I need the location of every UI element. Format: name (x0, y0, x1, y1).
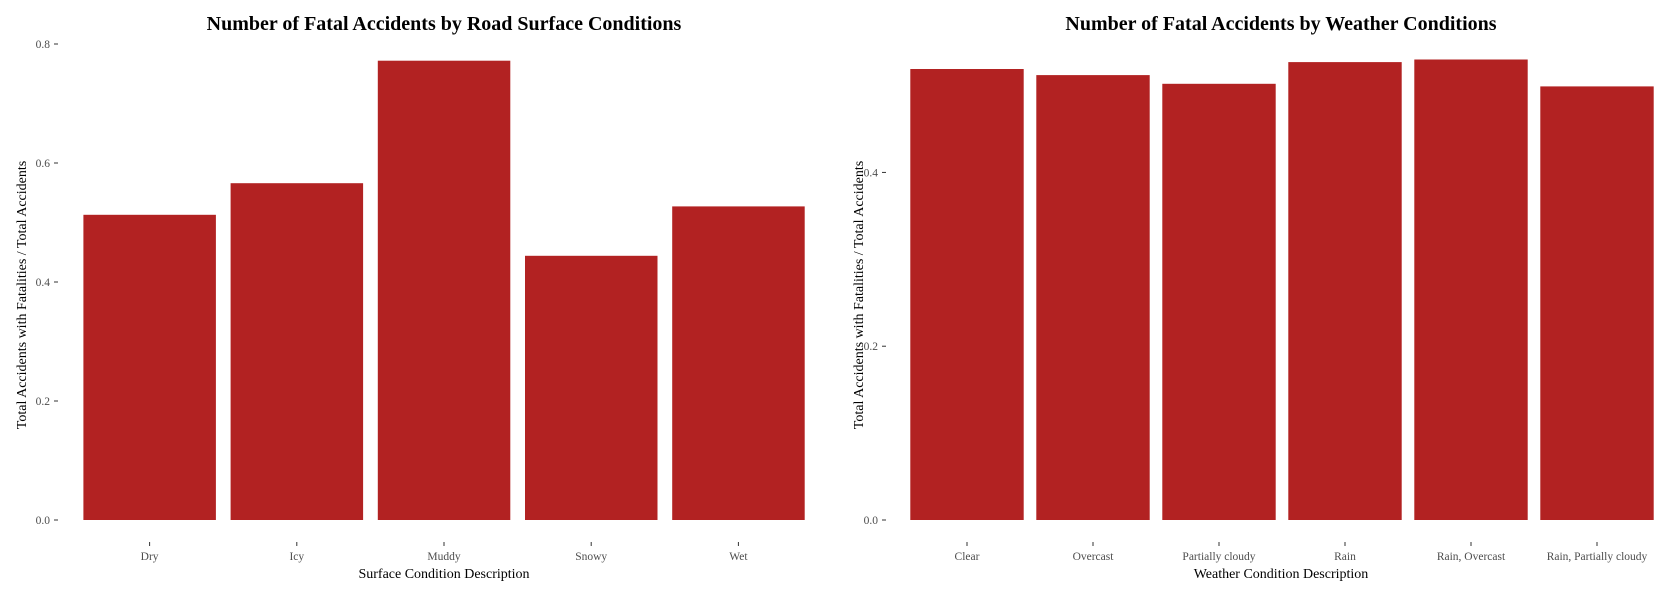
y-tick-label: 0.2 (864, 341, 879, 353)
y-tick-label: 0.0 (864, 515, 879, 527)
weather-conditions-chart: Number of Fatal Accidents by Weather Con… (852, 13, 1654, 582)
surface-conditions-chart: Number of Fatal Accidents by Road Surfac… (15, 13, 805, 582)
bar-muddy (377, 60, 511, 520)
y-axis-title: Total Accidents with Fatalities / Total … (15, 161, 30, 429)
bar-rain (1288, 62, 1402, 520)
bar-rain-overcast (1414, 59, 1528, 520)
x-tick-label: Wet (729, 551, 748, 563)
bar-overcast (1036, 75, 1150, 520)
x-tick-label: Partially cloudy (1182, 551, 1255, 563)
y-tick-label: 0.6 (36, 158, 51, 170)
bar-partially-cloudy (1162, 83, 1276, 521)
bar-clear (910, 69, 1024, 520)
x-tick-label: Overcast (1073, 551, 1115, 563)
bar-snowy (525, 255, 658, 521)
bar-dry (83, 214, 216, 521)
x-tick-label: Rain, Overcast (1437, 551, 1506, 563)
y-axis-title: Total Accidents with Fatalities / Total … (852, 161, 867, 429)
y-axis: 0.0 0.2 0.4 (864, 167, 886, 527)
bar-group (910, 59, 1654, 521)
bar-group (83, 60, 805, 521)
x-tick-label: Muddy (427, 551, 460, 563)
chart-title: Number of Fatal Accidents by Road Surfac… (207, 13, 682, 35)
bar-rain-partially-cloudy (1540, 86, 1654, 521)
x-axis: Dry Icy Muddy Snowy Wet (141, 542, 748, 563)
x-tick-label: Icy (289, 551, 304, 563)
bar-wet (672, 206, 805, 520)
y-tick-label: 0.2 (36, 396, 51, 408)
x-tick-label: Rain, Partially cloudy (1547, 551, 1648, 563)
x-axis-title: Surface Condition Description (358, 567, 529, 582)
x-tick-label: Clear (955, 551, 980, 563)
y-tick-label: 0.4 (36, 277, 51, 289)
y-axis: 0.0 0.2 0.4 0.6 0.8 (36, 39, 58, 527)
chart-title: Number of Fatal Accidents by Weather Con… (1065, 13, 1496, 35)
x-tick-label: Rain (1334, 551, 1356, 563)
x-tick-label: Snowy (575, 551, 607, 563)
x-axis: Clear Overcast Partially cloudy Rain Rain, O… (955, 542, 1648, 563)
y-tick-label: 0.4 (864, 167, 879, 179)
bar-icy (230, 183, 364, 520)
y-tick-label: 0.8 (36, 39, 51, 51)
y-tick-label: 0.0 (36, 515, 51, 527)
x-tick-label: Dry (141, 551, 159, 563)
x-axis-title: Weather Condition Description (1194, 567, 1369, 582)
